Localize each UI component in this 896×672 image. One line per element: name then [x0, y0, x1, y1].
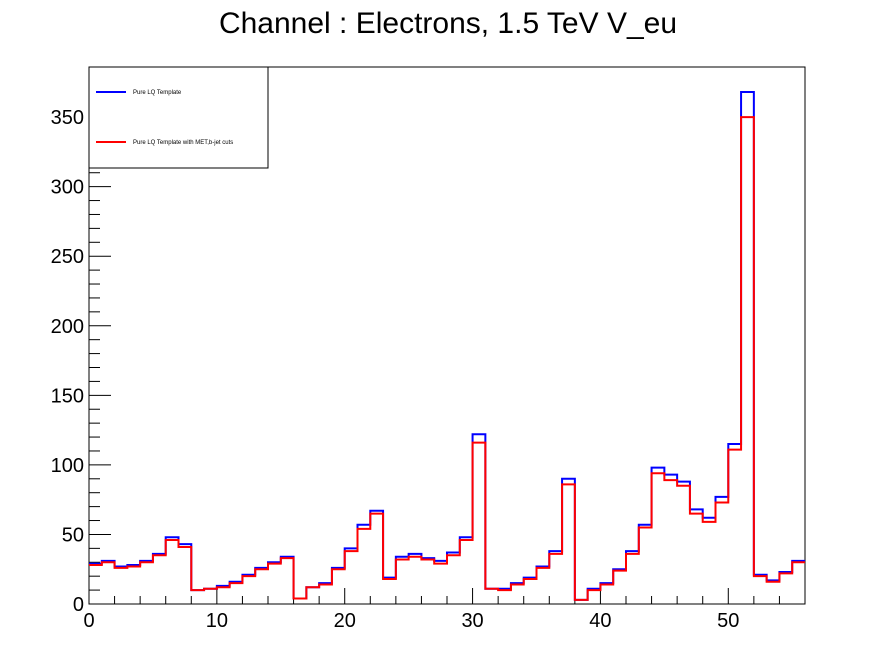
legend: Pure LQ Template Pure LQ Template with M…: [88, 66, 269, 169]
chart-title: Channel : Electrons, 1.5 TeV V_eu: [219, 7, 677, 40]
y-tick-label: 0: [73, 594, 84, 616]
y-tick-label: 350: [51, 107, 84, 129]
x-tick-label: 10: [206, 610, 228, 632]
y-tick-label: 300: [51, 177, 84, 199]
x-tick-label: 40: [589, 610, 611, 632]
y-tick-label: 200: [51, 316, 84, 338]
x-tick-label: 20: [334, 610, 356, 632]
y-tick-label: 150: [51, 385, 84, 407]
legend-label-pure-lq-template: Pure LQ Template: [133, 90, 182, 96]
series-line-pure-lq-template-with-met-b-jet-cuts: [89, 116, 805, 601]
x-tick-label: 0: [83, 610, 94, 632]
legend-box: [88, 66, 269, 169]
legend-label-pure-lq-template-with-cuts: Pure LQ Template with MET,b-jet cuts: [133, 140, 233, 146]
y-tick-label: 250: [51, 246, 84, 268]
y-tick-label: 50: [62, 524, 84, 546]
y-tick-label: 100: [51, 455, 84, 477]
x-tick-label: 30: [461, 610, 483, 632]
histogram-series: [89, 91, 805, 601]
x-tick-label: 50: [717, 610, 739, 632]
